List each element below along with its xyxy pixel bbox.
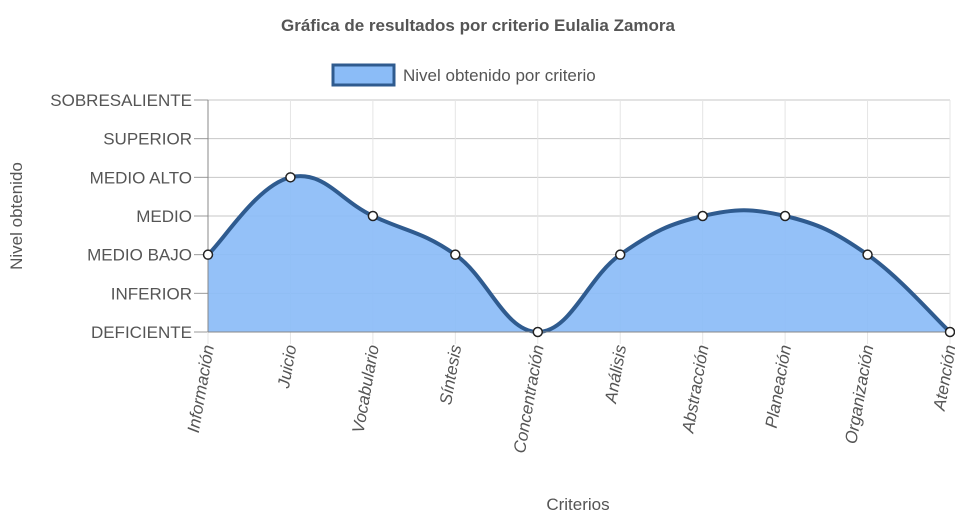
x-tick-labels: Información Juicio Vocabulario Síntesis Conc… [184, 343, 955, 455]
chart-title: Gráfica de resultados por criterio Eulal… [281, 16, 676, 35]
y-tick-label: SOBRESALIENTE [50, 91, 192, 110]
x-axis-label: Criterios [546, 495, 609, 514]
data-point[interactable] [532, 326, 544, 338]
x-tick-label: Juicio [274, 343, 300, 390]
y-tick-label: MEDIO BAJO [87, 246, 192, 265]
y-axis-label: Nivel obtenido [7, 162, 26, 270]
legend[interactable]: Nivel obtenido por criterio [331, 63, 596, 87]
data-point[interactable] [862, 249, 873, 260]
data-point[interactable] [285, 172, 296, 183]
x-tick-label: Planeación [762, 343, 795, 429]
x-tick-label: Síntesis [436, 343, 465, 406]
y-tick-label: MEDIO [136, 207, 192, 226]
data-point[interactable] [614, 249, 626, 260]
x-tick-label: Organización [841, 343, 877, 445]
x-tick-label: Información [184, 343, 218, 434]
series-area [208, 176, 950, 332]
x-tick-label: Vocabulario [349, 343, 383, 434]
data-point[interactable] [779, 210, 791, 222]
legend-swatch [331, 63, 396, 87]
x-tick-label: Atención [930, 343, 955, 412]
data-points [202, 172, 955, 338]
data-point[interactable] [944, 326, 955, 338]
y-tick-label: INFERIOR [111, 284, 192, 303]
x-tick-label: Concentración [510, 343, 548, 454]
y-tick-label: DEFICIENTE [91, 323, 192, 342]
data-point[interactable] [450, 249, 461, 260]
area-layer [206, 174, 952, 334]
data-point[interactable] [367, 210, 379, 222]
x-tick-label: Abstracción [678, 343, 712, 435]
y-tick-label: SUPERIOR [103, 130, 192, 149]
legend-label: Nivel obtenido por criterio [403, 66, 596, 85]
x-tick-label: Análisis [601, 343, 630, 405]
series-line [206, 174, 952, 334]
y-tick-labels: DEFICIENTE INFERIOR MEDIO BAJO MEDIO MEDIO A… [50, 91, 192, 342]
y-tick-label: MEDIO ALTO [90, 168, 192, 187]
data-point[interactable] [202, 249, 214, 260]
axes [207, 100, 950, 333]
data-point[interactable] [697, 210, 708, 222]
